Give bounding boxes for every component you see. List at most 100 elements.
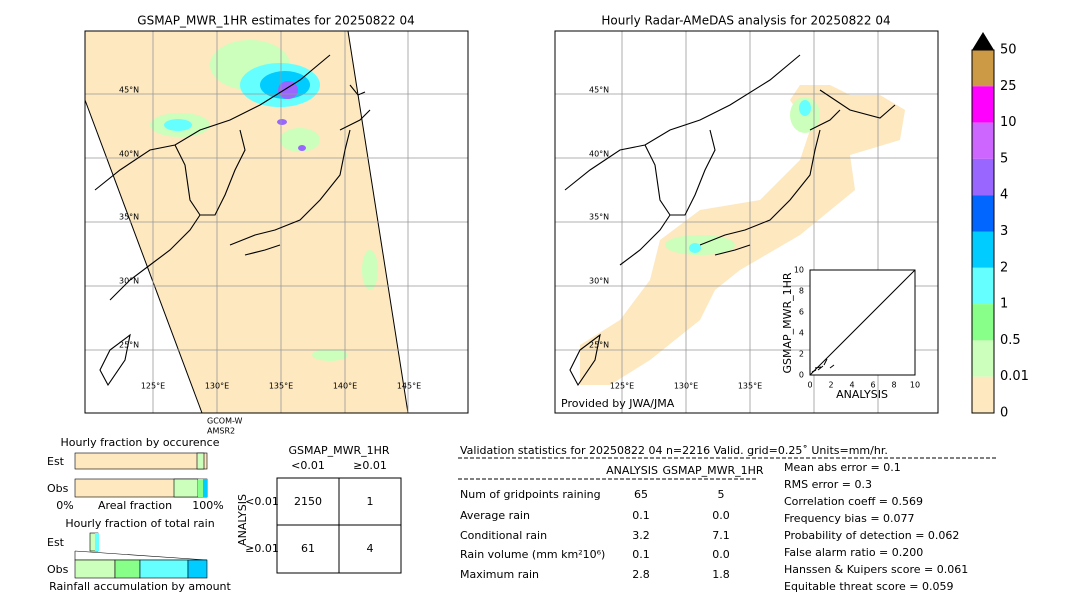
stat-value: 1.8 xyxy=(712,568,730,581)
lon-label: 145°E xyxy=(397,382,421,391)
stats-header: Validation statistics for 20250822 04 n=… xyxy=(460,444,888,457)
table-cell: 61 xyxy=(301,542,315,555)
score: RMS error = 0.3 xyxy=(784,478,872,491)
stat-value: 65 xyxy=(634,488,648,501)
lon-label: 135°E xyxy=(269,382,293,391)
y-tick-label: 2 xyxy=(799,350,804,359)
colorbar-label: 0.01 xyxy=(1000,369,1029,384)
x-tick-label: 2 xyxy=(828,381,833,390)
score: Mean abs error = 0.1 xyxy=(784,461,901,474)
x-tick-label: 10 xyxy=(910,381,920,390)
x-tick-label: 0 xyxy=(807,381,812,390)
x-tick-label: 6 xyxy=(870,381,875,390)
table-cell: 4 xyxy=(367,542,374,555)
col-header: GSMAP_MWR_1HR xyxy=(662,464,763,477)
colorbar-segment xyxy=(972,376,994,413)
sensor: AMSR2 xyxy=(207,427,235,436)
row-header: ≥0.01 xyxy=(245,542,279,555)
colorbar-segment xyxy=(972,195,994,232)
colorbar-label: 0 xyxy=(1000,406,1008,421)
panel-footer: Rainfall accumulation by amount xyxy=(49,580,231,593)
stat-label: Num of gridpoints raining xyxy=(460,488,601,501)
row-label: Est xyxy=(47,455,65,468)
score: Hanssen & Kuipers score = 0.061 xyxy=(784,563,968,576)
row-header: <0.01 xyxy=(245,495,279,508)
colorbar-label: 1 xyxy=(1000,297,1008,312)
lon-label: 130°E xyxy=(674,382,698,391)
col-header: ANALYSIS xyxy=(606,464,658,477)
lat-label: 40°N xyxy=(119,150,139,159)
row-label: Obs xyxy=(47,482,69,495)
stat-value: 0.1 xyxy=(632,509,650,522)
lat-label: 40°N xyxy=(589,150,609,159)
credit: Provided by JWA/JMA xyxy=(561,397,675,410)
lon-label: 125°E xyxy=(610,382,634,391)
x-axis-label: ANALYSIS xyxy=(836,388,888,401)
colorbar-label: 0.5 xyxy=(1000,333,1021,348)
panel-title: Hourly fraction of total rain xyxy=(65,517,214,530)
table-cell: 2150 xyxy=(294,495,322,508)
row-title: ANALYSIS xyxy=(236,494,249,546)
lat-label: 45°N xyxy=(119,86,139,95)
x-tick-label: 8 xyxy=(891,381,896,390)
colorbar-label: 25 xyxy=(1000,79,1017,94)
stat-value: 0.1 xyxy=(632,548,650,561)
colorbar-label: 10 xyxy=(1000,115,1017,130)
table-title: GSMAP_MWR_1HR xyxy=(288,444,389,457)
score: Equitable threat score = 0.059 xyxy=(784,580,953,593)
stat-value: 0.0 xyxy=(712,548,730,561)
y-tick-label: 10 xyxy=(794,266,804,275)
stat-label: Conditional rain xyxy=(460,529,547,542)
colorbar-label: 3 xyxy=(1000,224,1008,239)
col-header: <0.01 xyxy=(291,459,325,472)
lon-label: 125°E xyxy=(141,382,165,391)
stat-value: 5 xyxy=(718,488,725,501)
colorbar-segment xyxy=(972,340,994,377)
map-title: GSMAP_MWR_1HR estimates for 20250822 04 xyxy=(137,14,414,28)
axis-label: 100% xyxy=(192,499,223,512)
score: Probability of detection = 0.062 xyxy=(784,529,959,542)
lat-label: 35°N xyxy=(119,213,139,222)
lat-label: 30°N xyxy=(589,277,609,286)
colorbar-label: 50 xyxy=(1000,43,1017,58)
fraction-bars xyxy=(74,452,208,579)
y-tick-label: 4 xyxy=(799,329,804,338)
col-header: ≥0.01 xyxy=(353,459,387,472)
lat-label: 35°N xyxy=(589,213,609,222)
colorbar-frame xyxy=(971,49,995,414)
lat-label: 25°N xyxy=(589,341,609,350)
colorbar-segment xyxy=(972,304,994,341)
y-tick-label: 0 xyxy=(799,371,804,380)
map-title: Hourly Radar-AMeDAS analysis for 2025082… xyxy=(601,14,890,28)
score: Frequency bias = 0.077 xyxy=(784,512,915,525)
satellite: GCOM-W xyxy=(207,417,243,426)
axis-label: Areal fraction xyxy=(98,499,172,512)
right-map xyxy=(554,30,939,414)
row-label: Est xyxy=(47,536,65,549)
lon-label: 140°E xyxy=(333,382,357,391)
contingency-table xyxy=(276,477,402,574)
colorbar-segment xyxy=(972,122,994,159)
table-cell: 1 xyxy=(367,495,374,508)
axis-label: 0% xyxy=(56,499,73,512)
lat-label: 25°N xyxy=(119,341,139,350)
panel-title: Hourly fraction by occurence xyxy=(61,436,220,449)
colorbar xyxy=(972,32,994,50)
stat-label: Average rain xyxy=(460,509,530,522)
stat-value: 3.2 xyxy=(632,529,650,542)
stat-value: 0.0 xyxy=(712,509,730,522)
left-map xyxy=(84,30,469,414)
y-tick-label: 8 xyxy=(799,287,804,296)
row-label: Obs xyxy=(47,563,69,576)
colorbar-segment xyxy=(972,158,994,196)
x-tick-label: 4 xyxy=(849,381,854,390)
stat-value: 7.1 xyxy=(712,529,730,542)
colorbar-segment xyxy=(972,50,994,87)
lat-label: 45°N xyxy=(589,86,609,95)
stat-label: Maximum rain xyxy=(460,568,539,581)
score: False alarm ratio = 0.200 xyxy=(784,546,923,559)
colorbar-segment xyxy=(972,231,994,268)
colorbar-label: 2 xyxy=(1000,260,1008,275)
y-axis-label: GSMAP_MWR_1HR xyxy=(781,272,794,373)
